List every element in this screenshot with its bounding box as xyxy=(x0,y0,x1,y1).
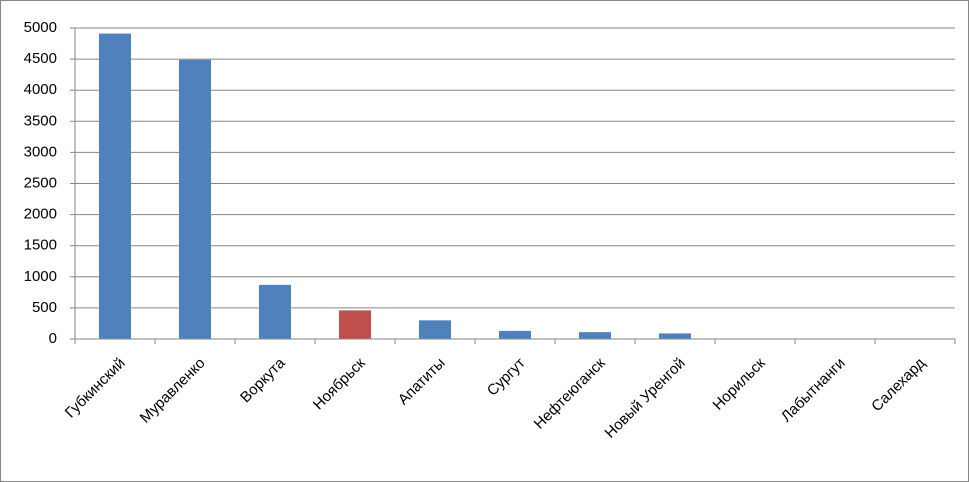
y-tick-label: 2000 xyxy=(24,206,57,223)
y-tick-label: 4000 xyxy=(24,81,57,98)
y-tick-label: 1000 xyxy=(24,268,57,285)
y-tick-label: 3500 xyxy=(24,112,57,129)
y-tick-label: 5000 xyxy=(24,19,57,36)
y-tick-label: 1500 xyxy=(24,237,57,254)
bar xyxy=(499,330,531,339)
y-tick-label: 2500 xyxy=(24,174,57,191)
bar xyxy=(659,333,691,339)
y-tick-label: 4500 xyxy=(24,50,57,67)
y-tick-label: 0 xyxy=(49,330,57,347)
bar xyxy=(419,320,451,339)
bar xyxy=(99,33,131,340)
bar xyxy=(259,284,291,339)
y-tick-label: 3000 xyxy=(24,143,57,160)
bar xyxy=(179,59,211,340)
bar xyxy=(339,310,371,339)
bar xyxy=(579,332,611,339)
y-tick-label: 500 xyxy=(32,299,57,316)
